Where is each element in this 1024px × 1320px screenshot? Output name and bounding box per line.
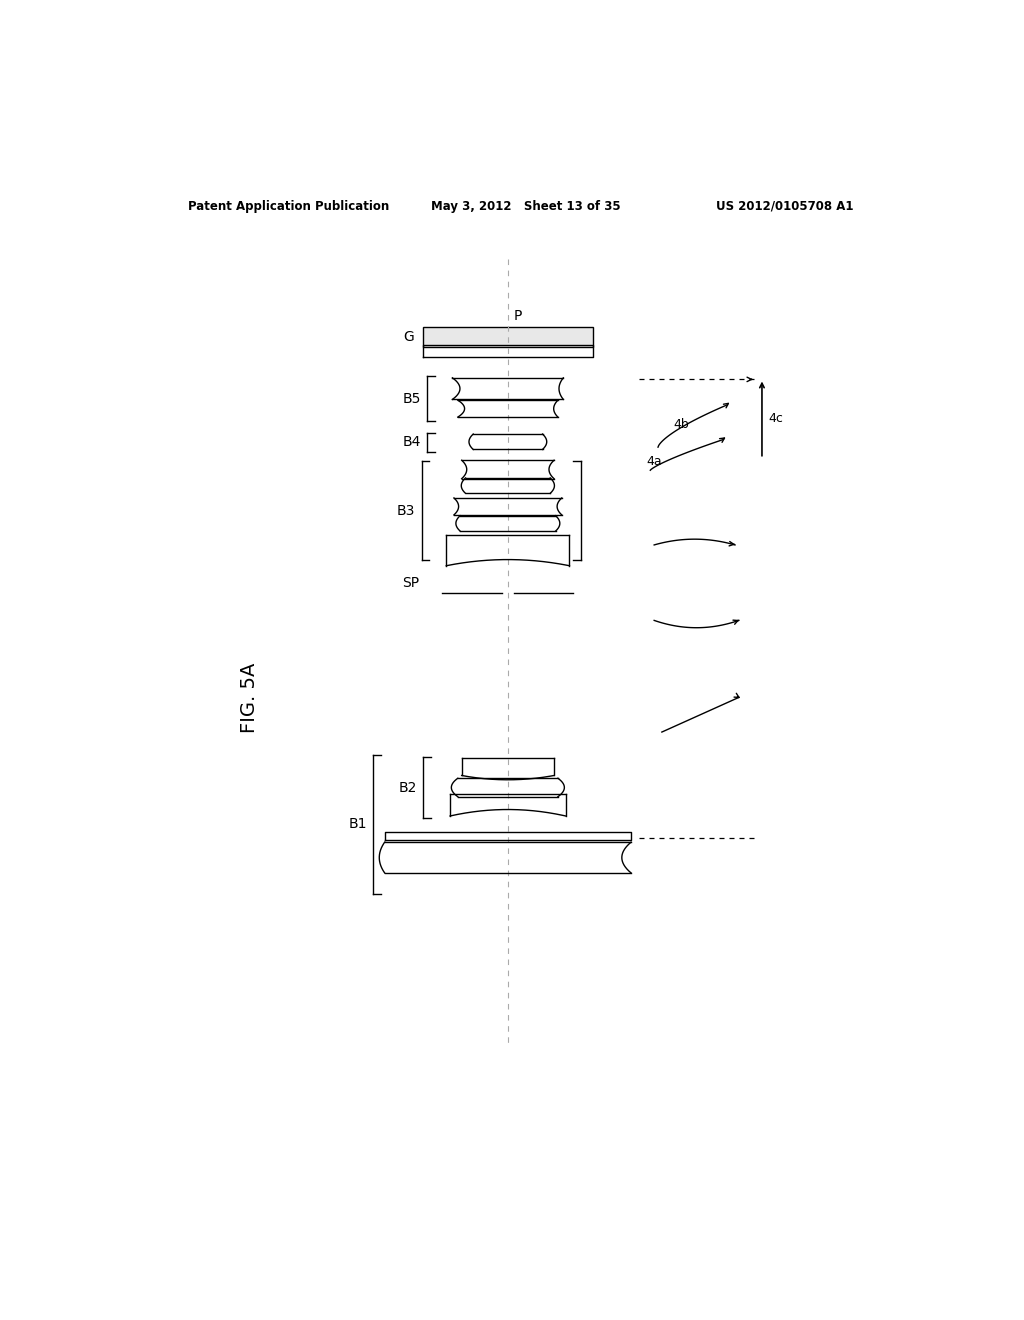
Text: 4b: 4b [674,417,689,430]
Text: B4: B4 [402,436,421,449]
Text: FIG. 5A: FIG. 5A [241,663,259,733]
Text: US 2012/0105708 A1: US 2012/0105708 A1 [716,199,853,213]
Text: B5: B5 [402,392,421,405]
Polygon shape [423,327,593,347]
Text: 4a: 4a [646,454,663,467]
Text: G: G [403,330,414,345]
Text: P: P [514,309,522,323]
Text: SP: SP [402,576,419,590]
Text: B1: B1 [348,817,367,832]
Text: May 3, 2012   Sheet 13 of 35: May 3, 2012 Sheet 13 of 35 [431,199,621,213]
Text: 4c: 4c [768,412,783,425]
Text: Patent Application Publication: Patent Application Publication [188,199,389,213]
Text: B3: B3 [397,504,416,517]
Text: B2: B2 [398,781,417,795]
